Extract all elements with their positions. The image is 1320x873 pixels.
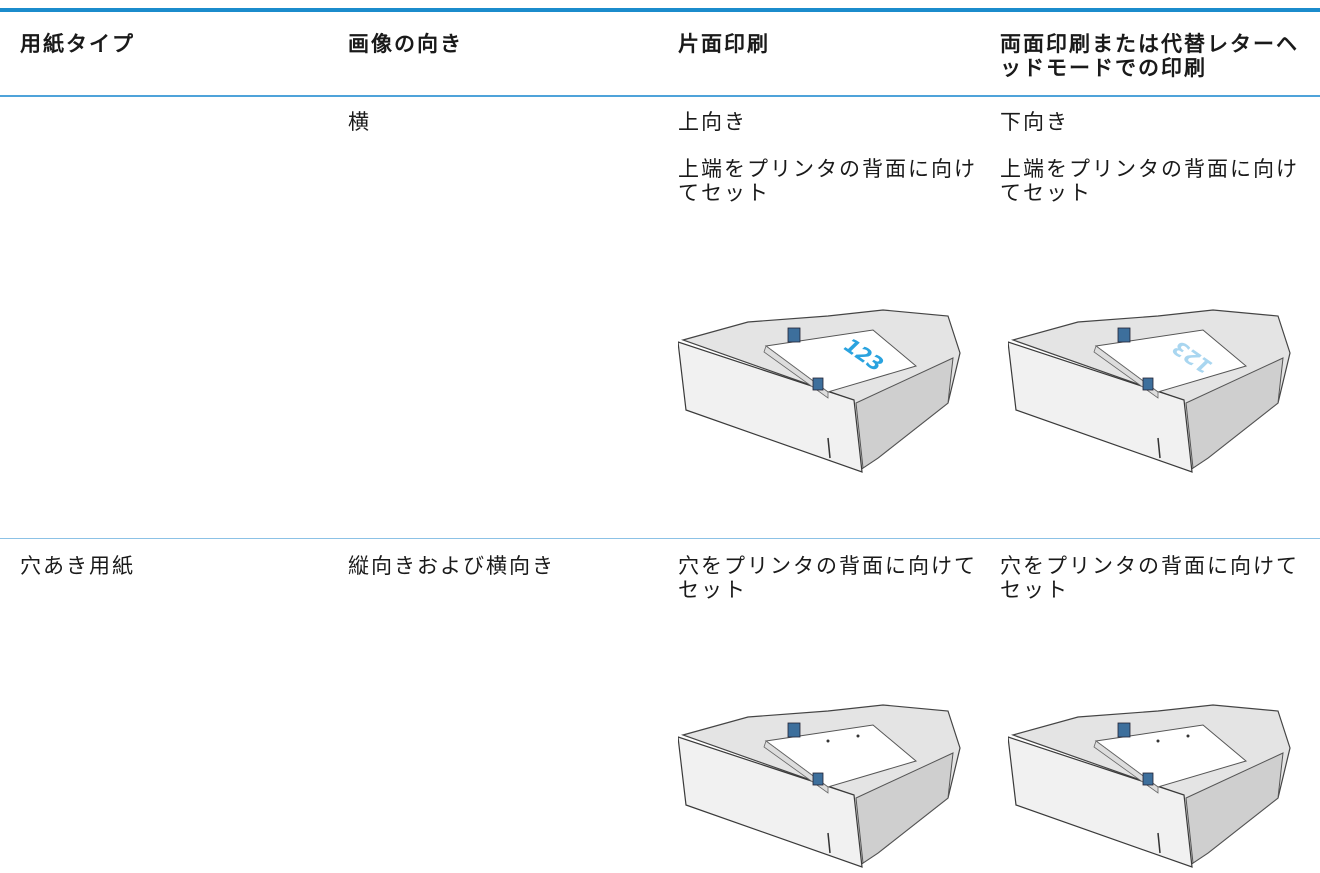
tray-part (1142, 772, 1154, 786)
duplex-text: 上端をプリンタの背面に向けてセット (1000, 157, 1299, 205)
tray-part (827, 437, 831, 459)
paper-type: 穴あき用紙 (20, 554, 135, 578)
tray-part (1117, 327, 1131, 343)
tray-part (1117, 722, 1131, 738)
header-cell: 片面印刷 (678, 32, 770, 56)
tray-part (1008, 736, 1193, 868)
tray-part (1142, 377, 1154, 391)
orientation: 縦向きおよび横向き (348, 554, 555, 578)
tray-part (1185, 752, 1284, 864)
header-cell: 用紙タイプ (20, 32, 135, 56)
tray-part (678, 736, 863, 868)
simplex-text: 上向き (678, 110, 747, 134)
header-cell: 両面印刷または代替レターヘッドモードでの印刷 (1000, 32, 1299, 80)
tray-part (763, 740, 829, 794)
tray-illustration: 123 (1008, 309, 1291, 473)
row-rule (0, 538, 1320, 539)
tray-part (1185, 357, 1284, 469)
duplex-text: 下向き (1000, 110, 1069, 134)
punch-hole (856, 734, 860, 738)
tray-part (1093, 740, 1159, 794)
tray-part (1093, 345, 1159, 399)
tray-part (678, 341, 863, 473)
tray-part (787, 327, 801, 343)
tray-part (855, 752, 954, 864)
tray-part (787, 722, 801, 738)
header-cell: 画像の向き (348, 32, 463, 56)
tray-part (812, 772, 824, 786)
punch-hole (1186, 734, 1190, 738)
tray-part (1157, 437, 1161, 459)
tray-part (1008, 341, 1193, 473)
tray-part (763, 345, 829, 399)
header-rule (0, 95, 1320, 97)
simplex-text: 上端をプリンタの背面に向けてセット (678, 157, 977, 205)
tray-illustration (1008, 704, 1291, 868)
tray-part (1157, 832, 1161, 854)
punch-hole (1156, 739, 1160, 743)
tray-part (855, 357, 954, 469)
tray-illustration (678, 704, 961, 868)
duplex-text: 穴をプリンタの背面に向けてセット (1000, 554, 1299, 602)
punch-hole (826, 739, 830, 743)
orientation: 横 (348, 110, 371, 134)
top-rule (0, 8, 1320, 12)
simplex-text: 穴をプリンタの背面に向けてセット (678, 554, 977, 602)
tray-part (827, 832, 831, 854)
tray-part (812, 377, 824, 391)
tray-illustration: 123 (678, 309, 961, 473)
